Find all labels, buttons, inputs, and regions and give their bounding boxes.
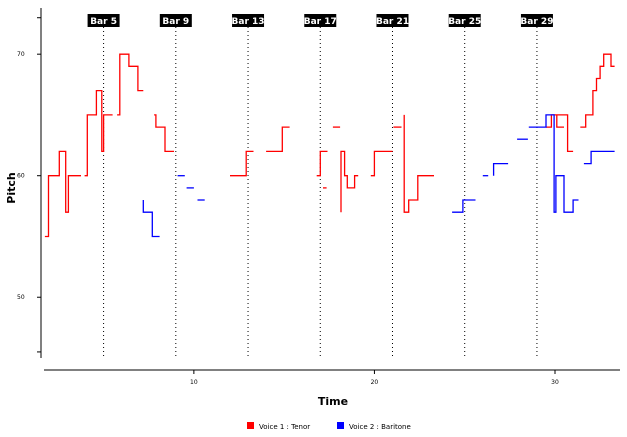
x-tick-label: 20 [371, 379, 379, 386]
bar-label-box [159, 14, 192, 27]
series-layer [44, 53, 615, 238]
bar-label-box [376, 14, 409, 27]
y-tick-label: 50 [17, 294, 25, 301]
series-tenor-segment [316, 150, 328, 177]
bar-label: Bar 29 [520, 17, 553, 27]
bar-label-box [232, 14, 265, 27]
bar-label: Bar 9 [162, 17, 189, 27]
series-tenor-segment [84, 89, 113, 177]
series-tenor-segment [230, 150, 254, 177]
bar-label: Bar 5 [90, 17, 117, 27]
bar-label-box [448, 14, 481, 27]
bar-marker-layer [103, 27, 538, 356]
x-tick-label: 10 [190, 379, 198, 386]
legend-swatch-tenor [247, 422, 254, 429]
legend-label-baritone: Voice 2 : Baritone [349, 423, 411, 431]
bar-label: Bar 13 [232, 17, 265, 27]
legend-swatch-baritone [337, 422, 344, 429]
axes: 50 60 70 10 20 30 [17, 8, 620, 386]
bar-label: Bar 17 [304, 17, 337, 27]
series-tenor-segment [44, 150, 81, 238]
series-tenor-segment [370, 150, 393, 177]
x-tick-label: 30 [551, 379, 559, 386]
bar-label-layer: Bar 5 Bar 9 Bar 13 Bar 17 Bar 21 Bar 25 Bar 29 [87, 14, 553, 27]
legend-label-tenor: Voice 1 : Tenor [259, 423, 310, 431]
legend: Voice 1 : Tenor Voice 2 : Baritone [247, 422, 411, 431]
series-tenor-segment [546, 114, 574, 153]
bar-label-box [304, 14, 337, 27]
y-axis-title: Pitch [5, 172, 18, 203]
x-axis-title: Time [318, 395, 348, 408]
series-tenor-segment [556, 114, 564, 128]
bar-label: Bar 25 [448, 17, 481, 27]
series-baritone-segment [452, 199, 476, 213]
y-tick-label: 60 [17, 173, 25, 180]
series-tenor-segment [340, 150, 359, 213]
bar-label-box [520, 14, 553, 27]
series-baritone-segment [528, 114, 579, 213]
series-tenor-segment [266, 126, 290, 153]
bar-label-box [87, 14, 120, 27]
series-baritone-segment [583, 150, 615, 165]
series-tenor-segment [117, 53, 144, 116]
series-baritone-segment [492, 162, 509, 176]
series-tenor-segment [403, 114, 434, 213]
series-tenor-segment [580, 53, 615, 128]
bar-label: Bar 21 [376, 17, 409, 27]
series-tenor-segment [154, 114, 174, 153]
y-tick-label: 70 [17, 51, 25, 58]
series-baritone-segment [142, 200, 160, 238]
